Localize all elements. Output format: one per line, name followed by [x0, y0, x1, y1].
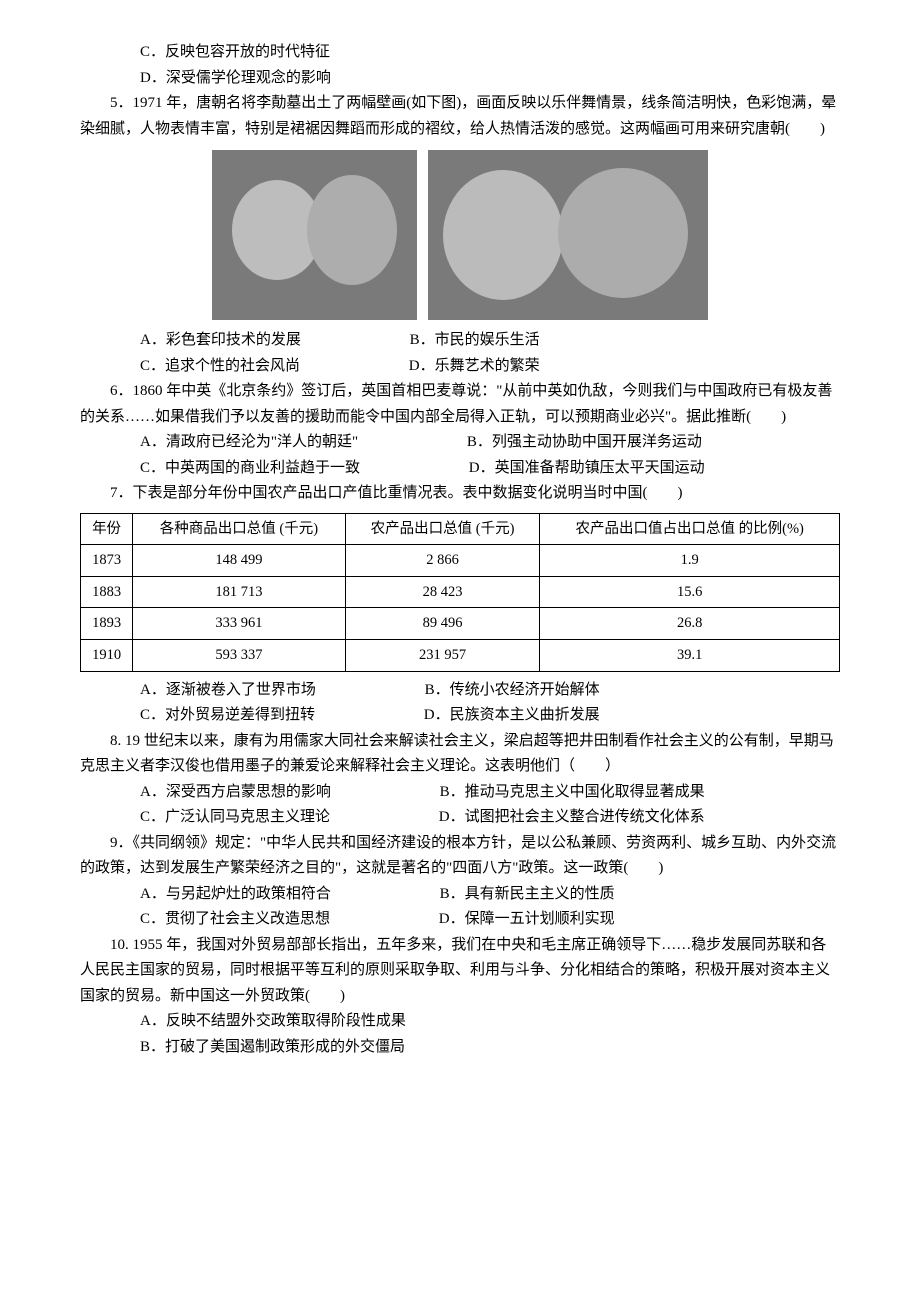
q9-options-ab: A．与另起炉灶的政策相符合 B．具有新民主主义的性质	[80, 882, 840, 908]
q10-option-a: A．反映不结盟外交政策取得阶段性成果	[80, 1009, 840, 1035]
q8-option-d: D．试图把社会主义整合进传统文化体系	[379, 805, 705, 831]
q7-option-c: C．对外贸易逆差得到扭转	[140, 707, 315, 723]
q9-option-b: B．具有新民主主义的性质	[380, 882, 615, 908]
q7-option-d: D．民族资本主义曲折发展	[364, 703, 600, 729]
q6-stem: 6．1860 年中英《北京条约》签订后，英国首相巴麦尊说："从前中英如仇敌，今则…	[80, 379, 840, 430]
q9-option-c: C．贯彻了社会主义改造思想	[140, 911, 330, 927]
q5-options-cd: C．追求个性的社会风尚 D．乐舞艺术的繁荣	[80, 354, 840, 380]
q5-figures	[80, 150, 840, 320]
q5-options-ab: A．彩色套印技术的发展 B．市民的娱乐生活	[80, 328, 840, 354]
q9-stem: 9．《共同纲领》规定："中华人民共和国经济建设的根本方针，是以公私兼顾、劳资两利…	[80, 831, 840, 882]
table-header-row: 年份 各种商品出口总值 (千元) 农产品出口总值 (千元) 农产品出口值占出口总…	[81, 513, 840, 545]
q5-figure-right	[428, 150, 708, 320]
q8-option-a: A．深受西方启蒙思想的影响	[140, 784, 331, 800]
q9-options-cd: C．贯彻了社会主义改造思想 D．保障一五计划顺利实现	[80, 907, 840, 933]
q7-col-agri: 农产品出口总值 (千元)	[345, 513, 540, 545]
q7-options-cd: C．对外贸易逆差得到扭转 D．民族资本主义曲折发展	[80, 703, 840, 729]
q6-options-cd: C．中英两国的商业利益趋于一致 D．英国准备帮助镇压太平天国运动	[80, 456, 840, 482]
table-row: 1910 593 337 231 957 39.1	[81, 640, 840, 672]
q9-option-a: A．与另起炉灶的政策相符合	[140, 886, 331, 902]
q8-options-cd: C．广泛认同马克思主义理论 D．试图把社会主义整合进传统文化体系	[80, 805, 840, 831]
q10-stem: 10. 1955 年，我国对外贸易部部长指出，五年多来，我们在中央和毛主席正确领…	[80, 933, 840, 1010]
q6-option-c: C．中英两国的商业利益趋于一致	[140, 460, 360, 476]
q5-figure-left	[212, 150, 417, 320]
q7-stem: 7．下表是部分年份中国农产品出口产值比重情况表。表中数据变化说明当时中国( )	[80, 481, 840, 507]
q7-table: 年份 各种商品出口总值 (千元) 农产品出口总值 (千元) 农产品出口值占出口总…	[80, 513, 840, 672]
table-row: 1893 333 961 89 496 26.8	[81, 608, 840, 640]
q4-option-c: C．反映包容开放的时代特征	[80, 40, 840, 66]
q5-option-d: D．乐舞艺术的繁荣	[349, 354, 540, 380]
q6-option-a: A．清政府已经沦为"洋人的朝廷"	[140, 434, 358, 450]
table-row: 1883 181 713 28 423 15.6	[81, 576, 840, 608]
q7-col-total: 各种商品出口总值 (千元)	[133, 513, 346, 545]
q7-option-b: B．传统小农经济开始解体	[365, 678, 600, 704]
q8-stem: 8. 19 世纪末以来，康有为用儒家大同社会来解读社会主义，梁启超等把井田制看作…	[80, 729, 840, 780]
q7-options-ab: A．逐渐被卷入了世界市场 B．传统小农经济开始解体	[80, 678, 840, 704]
q7-col-year: 年份	[81, 513, 133, 545]
q10-option-b: B．打破了美国遏制政策形成的外交僵局	[80, 1035, 840, 1061]
q8-option-c: C．广泛认同马克思主义理论	[140, 809, 330, 825]
q9-option-d: D．保障一五计划顺利实现	[379, 907, 615, 933]
q5-option-a: A．彩色套印技术的发展	[140, 332, 301, 348]
q5-option-c: C．追求个性的社会风尚	[140, 358, 300, 374]
q6-option-b: B．列强主动协助中国开展洋务运动	[407, 430, 702, 456]
q5-option-b: B．市民的娱乐生活	[350, 328, 540, 354]
q4-option-d: D．深受儒学伦理观念的影响	[80, 66, 840, 92]
q6-option-d: D．英国准备帮助镇压太平天国运动	[409, 456, 705, 482]
q8-option-b: B．推动马克思主义中国化取得显著成果	[380, 780, 705, 806]
q7-option-a: A．逐渐被卷入了世界市场	[140, 682, 316, 698]
q7-col-pct: 农产品出口值占出口总值 的比例(%)	[540, 513, 840, 545]
q5-stem: 5．1971 年，唐朝名将李勣墓出土了两幅壁画(如下图)，画面反映以乐伴舞情景，…	[80, 91, 840, 142]
q8-options-ab: A．深受西方启蒙思想的影响 B．推动马克思主义中国化取得显著成果	[80, 780, 840, 806]
table-row: 1873 148 499 2 866 1.9	[81, 545, 840, 577]
q6-options-ab: A．清政府已经沦为"洋人的朝廷" B．列强主动协助中国开展洋务运动	[80, 430, 840, 456]
